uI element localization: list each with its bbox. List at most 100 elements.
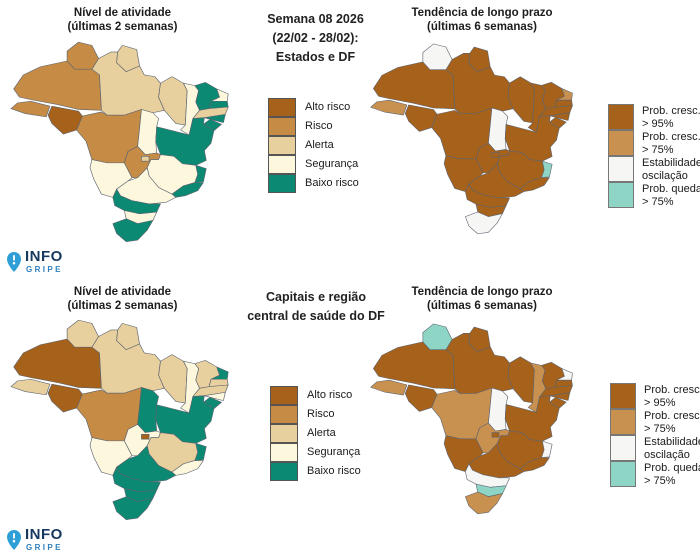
state-RJ — [519, 457, 550, 472]
legend-label-line: > 75% — [644, 474, 676, 487]
state-RN — [210, 88, 229, 102]
legend-item-alerta: Alerta — [268, 135, 359, 155]
legend-label: Prob. cresc. > 95% — [642, 104, 700, 130]
map-title-line: Tendência de longo prazo — [411, 286, 553, 298]
legend-swatch-baixo — [270, 461, 298, 481]
logo-text-gripe: GRIPE — [26, 265, 63, 274]
legend-label-line: oscilação — [642, 169, 688, 182]
state-ES — [541, 160, 553, 178]
legend-item-estab: Estabilidade./oscilação — [608, 156, 700, 182]
legend-label: Risco — [307, 407, 335, 420]
legend-activity-capitals: Alto risco Risco Alerta Segurança Baixo risc… — [270, 385, 361, 481]
map-activity-capitals — [8, 316, 232, 523]
legend-label: Segurança — [307, 445, 361, 458]
section-title-capitals: Capitais e região central de saúde do DF — [230, 288, 402, 326]
state-AL — [550, 112, 571, 121]
legend-item-queda: Prob. queda > 75% — [608, 182, 700, 208]
legend-swatch-estab — [610, 435, 636, 461]
legend-label-line: Prob. cresc. — [642, 131, 700, 143]
legend-item-alto: Alto risco — [268, 97, 359, 117]
state-RS — [465, 211, 503, 235]
legend-swatch-queda — [610, 461, 636, 487]
state-RR — [66, 41, 99, 70]
legend-label: Prob. queda > 75% — [642, 182, 700, 208]
state-PR — [465, 183, 510, 208]
state-ES — [541, 440, 553, 458]
legend-label: Prob. queda > 75% — [644, 461, 700, 487]
legend-label-line: Prob. cresc. — [644, 410, 700, 422]
state-RO — [47, 383, 83, 413]
legend-item-risco: Risco — [268, 116, 359, 136]
legend-swatch-alerta — [268, 135, 296, 155]
state-TO — [137, 109, 159, 155]
state-AP — [116, 45, 140, 72]
state-DF — [141, 433, 150, 440]
legend-item-baixo: Baixo risco — [270, 461, 361, 481]
legend-item-seguranca: Segurança — [270, 442, 361, 462]
legend-item-alto: Alto risco — [270, 385, 361, 405]
state-AL — [204, 392, 226, 401]
infogripe-logo: INFO GRIPE — [6, 249, 63, 274]
state-MA — [507, 356, 535, 404]
state-AL — [204, 114, 226, 123]
legend-swatch-baixo — [268, 173, 296, 193]
brazil-choropleth-activity-states — [10, 41, 229, 243]
section-title-line: Capitais e região — [265, 290, 367, 304]
brazil-choropleth-activity-capitals — [10, 319, 229, 521]
legend-label-line: Prob. cresc. — [642, 105, 700, 117]
legend-label-line: > 75% — [644, 422, 676, 435]
state-AP — [468, 326, 491, 353]
legend-label: Alerta — [307, 426, 336, 439]
state-AC — [370, 379, 408, 396]
state-AC — [370, 99, 408, 116]
legend-label-line: Estabilidade./ — [644, 436, 700, 448]
state-TO — [488, 107, 509, 152]
state-MA — [158, 76, 188, 126]
legend-item-alerta: Alerta — [270, 423, 361, 443]
legend-swatch-alto — [268, 97, 296, 117]
state-ES — [194, 165, 207, 183]
state-RJ — [171, 460, 204, 476]
state-RO — [404, 384, 438, 412]
state-RR — [422, 43, 453, 70]
state-PR — [112, 466, 161, 493]
state-RS — [112, 218, 154, 243]
state-RN — [210, 366, 229, 380]
map-title-line: (últimas 6 semanas) — [427, 300, 537, 312]
brazil-choropleth-tendency-states — [370, 43, 573, 235]
state-PR — [112, 188, 161, 215]
state-AP — [116, 323, 140, 350]
legend-swatch-cresc75 — [610, 409, 636, 435]
map-title-line: (últimas 2 semanas) — [67, 21, 178, 33]
legend-label: Prob. cresc. > 75% — [644, 409, 700, 435]
legend-label: Baixo risco — [305, 176, 359, 189]
state-AC — [10, 100, 51, 118]
map-pin-icon — [7, 530, 21, 550]
map-title-line: (últimas 2 semanas) — [67, 300, 178, 312]
logo-text-gripe: GRIPE — [26, 543, 63, 552]
legend-item-queda: Prob. queda > 75% — [610, 461, 700, 487]
state-RO — [47, 105, 83, 135]
state-RR — [422, 323, 453, 350]
map-title-activity-capitals: Nível de atividade (últimas 2 semanas) — [10, 285, 235, 313]
map-title-tendency-states: Tendência de longo prazo (últimas 6 sema… — [372, 6, 592, 34]
map-title-activity-states: Nível de atividade (últimas 2 semanas) — [10, 6, 235, 34]
legend-label: Prob. cresc. > 75% — [642, 130, 700, 156]
legend-label-line: oscilação — [644, 448, 690, 461]
legend-swatch-alerta — [270, 423, 298, 443]
map-activity-states — [8, 38, 232, 245]
legend-swatch-cresc95 — [608, 104, 634, 130]
legend-swatch-estab — [608, 156, 634, 182]
legend-label: Baixo risco — [307, 464, 361, 477]
state-AC — [10, 378, 51, 396]
state-DF — [141, 155, 150, 162]
legend-label-line: > 95% — [644, 396, 676, 409]
legend-tendency-capitals: Prob. cresc. > 95% Prob. cresc. > 75% Estabi… — [610, 383, 700, 487]
map-title-line: Nível de atividade — [73, 286, 172, 298]
legend-swatch-cresc75 — [608, 130, 634, 156]
state-AL — [550, 392, 571, 401]
state-RS — [112, 496, 154, 521]
section-title-line: Estados e DF — [275, 50, 356, 64]
section-title-line: central de saúde do DF — [247, 309, 385, 323]
